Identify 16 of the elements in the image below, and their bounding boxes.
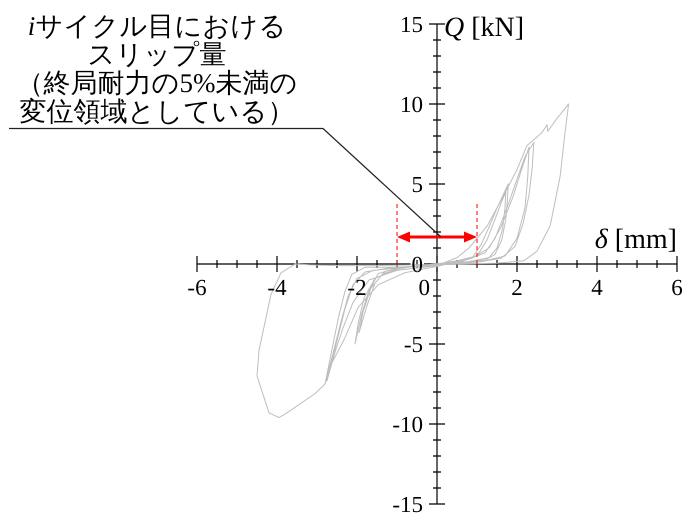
y-tick-label: 0 (412, 252, 423, 277)
annotation: iサイクル目におけるスリップ量（終局耐力の5%未満の変位領域としている） (16, 11, 298, 126)
x-tick-label: -6 (187, 275, 207, 300)
x-tick-label: 2 (511, 275, 523, 300)
x-tick-label: -2 (347, 275, 367, 300)
x-axis-title: δ [mm] (594, 224, 677, 255)
y-axis-title: Q [kN] (444, 12, 524, 43)
x-tick-label: -4 (267, 275, 288, 300)
y-tick-label: -5 (404, 332, 423, 357)
y-tick-label: 5 (412, 172, 423, 197)
y-tick-label: -15 (392, 492, 423, 517)
y-tick-label: 15 (400, 12, 423, 37)
y-tick-label: -10 (392, 412, 423, 437)
x-tick-label: 4 (591, 275, 604, 300)
y-tick-label: 10 (400, 92, 423, 117)
x-tick-label: 6 (671, 275, 683, 300)
